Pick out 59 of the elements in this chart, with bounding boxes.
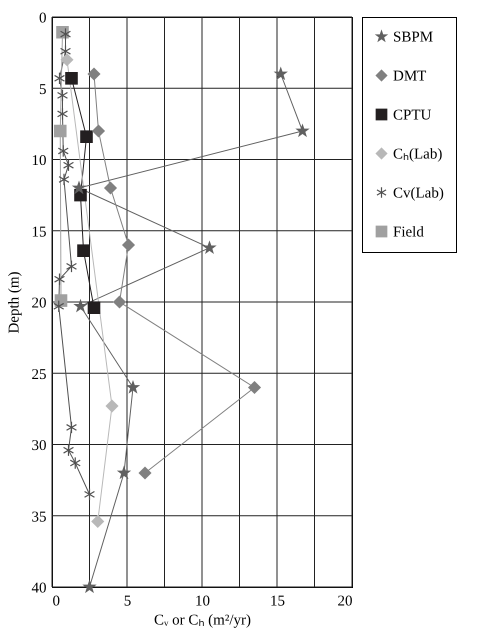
legend-label: SBPM [393,30,434,46]
point [92,124,105,138]
point [88,68,100,80]
point [126,381,140,393]
point [58,144,69,158]
point [66,421,78,434]
point [88,301,100,314]
point [54,124,67,138]
x-axis-title: Cᵥ or Cₕ (m²/yr) [154,612,251,628]
legend-label: CPTU [393,108,432,124]
point [54,72,66,85]
point [80,130,93,143]
point [54,272,66,286]
point [66,260,78,273]
y-tick-label: 40 [32,580,46,596]
y-axis-title: Depth (m) [6,271,22,334]
point [72,182,86,194]
y-tick-label: 30 [32,438,46,454]
x-tick-label: 5 [124,594,132,610]
y-tick-label: 10 [32,153,46,169]
point [138,466,152,480]
x-tick-label: 15 [270,594,285,610]
point [62,444,74,456]
y-tick-label: 15 [32,224,46,240]
point [104,182,117,194]
legend-label: DMT [393,68,426,84]
legend-label: Field [393,224,424,240]
point [83,580,96,592]
point [58,173,70,186]
point [118,466,130,478]
point [70,456,81,470]
legend-label: Cₕ(Lab) [393,146,442,162]
point [248,381,261,394]
point [65,72,78,85]
point [56,89,68,102]
point [74,300,87,312]
x-tick-label: 10 [195,594,210,610]
point [296,124,309,136]
legend-label: Cv(Lab) [393,186,444,202]
y-tick-label: 25 [32,366,46,383]
point [274,68,287,80]
point [56,108,68,120]
x-tick-label: 0 [52,594,60,610]
point [53,300,64,313]
point [84,488,96,501]
point [60,28,72,40]
y-tick-label: 20 [32,296,46,312]
point [122,238,135,252]
point [203,242,216,254]
point [77,244,90,257]
y-tick-label: 35 [32,509,46,526]
point [91,515,104,528]
point [106,400,118,412]
y-tick-label: 5 [39,82,46,98]
point [60,53,74,66]
y-tick-label: 0 [39,10,46,26]
point [113,296,126,308]
point [62,158,74,172]
x-tick-label: 20 [338,594,352,610]
